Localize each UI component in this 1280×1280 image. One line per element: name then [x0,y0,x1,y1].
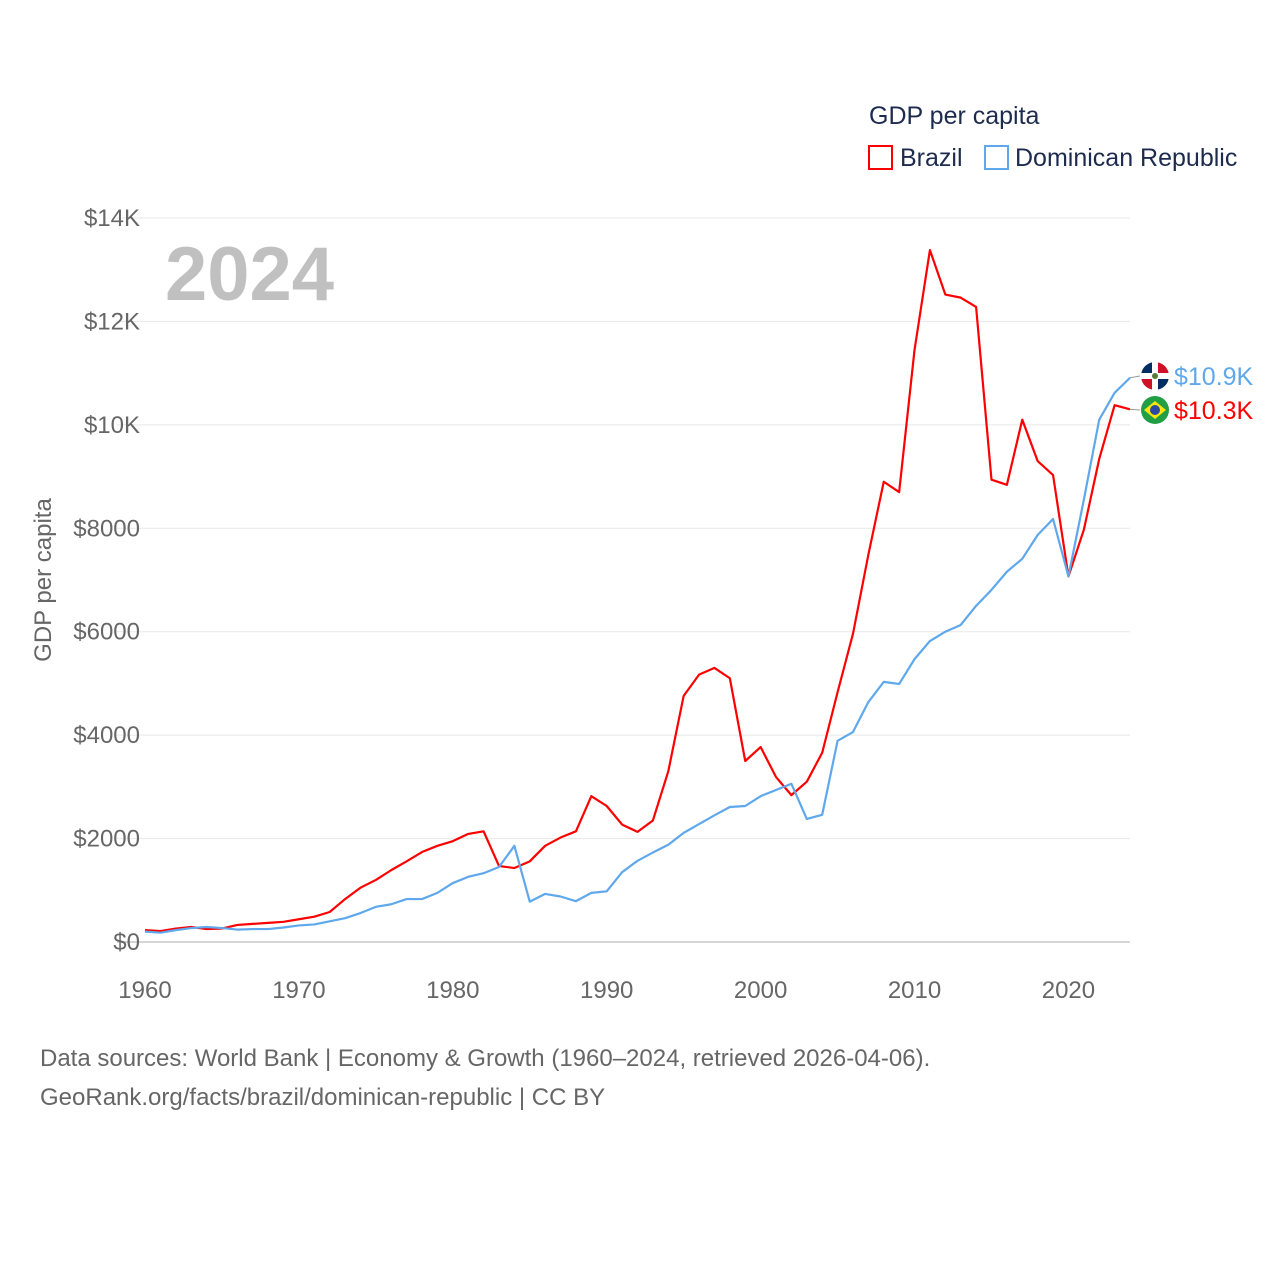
x-tick-label: 2020 [1042,977,1095,1004]
legend-swatch-dominican-republic[interactable] [984,145,1009,170]
y-tick-label: $10K [84,412,140,439]
flag-globe [1150,405,1160,415]
end-value-label: $10.9K [1174,363,1254,391]
y-tick-label: $14K [84,205,140,232]
flag-emblem [1152,373,1158,379]
end-connector [1129,375,1141,379]
flag-q3 [1141,376,1155,390]
y-tick-label: $8000 [73,515,140,542]
y-axis-ticks: $0 $2000 $4000 $6000 $8000 $10K $12K $14K [73,205,140,956]
legend-label-dominican-republic[interactable]: Dominican Republic [1015,144,1237,172]
x-tick-label: 1960 [118,977,171,1004]
legend: GDP per capita Brazil Dominican Republic [868,102,1237,172]
footer-link[interactable]: GeoRank.org/facts/brazil/dominican-repub… [40,1084,606,1111]
x-tick-label: 1980 [426,977,479,1004]
y-tick-label: $2000 [73,826,140,853]
y-axis-label: GDP per capita [30,498,57,662]
x-tick-label: 1990 [580,977,633,1004]
brazil-flag-icon [1141,396,1169,424]
series-line-dominican-republic [144,377,1131,934]
x-axis-ticks: 1960 1970 1980 1990 2000 2010 2020 [118,977,1095,1004]
flag-q1 [1141,362,1155,376]
y-tick-label: $0 [113,929,140,956]
legend-title: GDP per capita [869,102,1040,130]
series-line-brazil [144,248,1131,933]
gridlines [117,217,1130,943]
y-tick-label: $4000 [73,722,140,749]
dominican-republic-flag-icon [1141,362,1169,390]
year-label: 2024 [165,232,334,317]
flag-q4 [1155,376,1169,390]
legend-swatch-brazil[interactable] [868,145,893,170]
x-tick-label: 2000 [734,977,787,1004]
x-tick-label: 2010 [888,977,941,1004]
end-labels: $10.3K $10.9K [1129,362,1254,425]
flag-q2 [1155,362,1169,376]
legend-label-brazil[interactable]: Brazil [900,144,963,172]
footer-sources: Data sources: World Bank | Economy & Gro… [40,1045,931,1072]
end-connector [1129,408,1141,411]
end-value-label: $10.3K [1174,397,1254,425]
series-lines [144,248,1131,934]
x-tick-label: 1970 [272,977,325,1004]
y-tick-label: $6000 [73,619,140,646]
y-tick-label: $12K [84,308,140,335]
